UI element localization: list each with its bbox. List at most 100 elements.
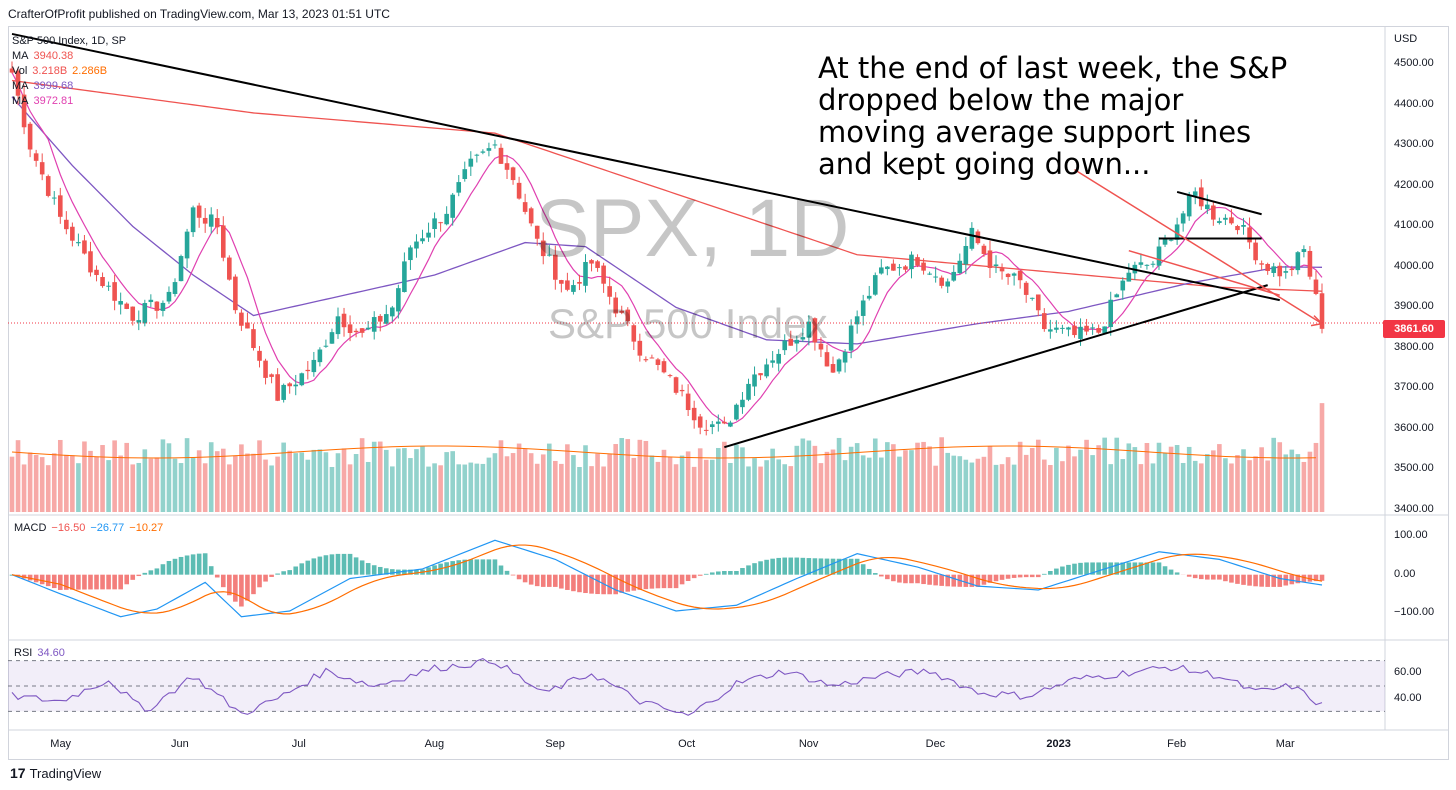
macd-histogram-bar — [39, 574, 45, 585]
candle-body — [1319, 293, 1325, 329]
trendline-resistance — [11, 32, 1280, 302]
macd-histogram-bar — [1283, 574, 1289, 586]
candle-body — [1144, 264, 1150, 266]
macd-histogram-bar — [679, 574, 685, 585]
macd-histogram-bar — [685, 574, 691, 581]
legend-ma3-value: 3972.81 — [33, 95, 74, 107]
volume-bar — [1204, 454, 1210, 512]
tradingview-logo[interactable]: 17 TradingView — [10, 765, 101, 781]
macd-histogram-bar — [891, 574, 896, 582]
macd-histogram-bar — [239, 574, 244, 607]
volume-bar — [420, 446, 425, 512]
volume-bar — [1198, 463, 1204, 512]
legend-ma1: MA 3940.38 — [12, 49, 126, 64]
candle-body — [854, 316, 860, 325]
volume-bar — [88, 450, 93, 512]
macd-histogram-bar — [993, 574, 999, 582]
candle-body — [21, 94, 27, 128]
macd-histogram-bar — [311, 558, 317, 575]
volume-bar — [281, 442, 286, 512]
macd-histogram-bar — [214, 574, 220, 578]
candle-body — [770, 360, 775, 363]
candle-body — [927, 273, 932, 275]
macd-histogram-bar — [504, 570, 510, 575]
macd-histogram-bar — [1048, 571, 1053, 575]
macd-legend: MACD −16.50 −26.77 −10.27 — [14, 521, 168, 536]
volume-bar — [866, 457, 872, 512]
volume-bar — [812, 445, 818, 512]
macd-histogram-bar — [1277, 574, 1283, 587]
candle-body — [752, 374, 757, 387]
macd-histogram-bar — [933, 574, 938, 586]
candle-body — [1120, 280, 1126, 291]
candle-body — [939, 277, 944, 286]
candle-body — [661, 361, 667, 373]
macd-histogram-bar — [1253, 574, 1258, 587]
volume-bar — [1132, 447, 1138, 512]
candle-body — [945, 281, 951, 287]
macd-histogram-bar — [776, 557, 781, 575]
rsi-tick: 60.00 — [1394, 666, 1422, 679]
candle-body — [776, 353, 781, 364]
macd-histogram-bar — [269, 574, 274, 577]
volume-bar — [214, 451, 220, 512]
macd-histogram-bar — [921, 574, 926, 585]
candle-body — [323, 345, 329, 347]
candle-body — [420, 238, 425, 242]
candle-body — [100, 277, 105, 287]
candle-body — [1096, 328, 1101, 333]
volume-bar — [245, 453, 250, 512]
macd-histogram-bar — [836, 558, 842, 575]
candle-body — [190, 207, 196, 233]
volume-bar — [1060, 461, 1065, 512]
macd-histogram-bar — [1060, 566, 1065, 575]
volume-bar — [1078, 449, 1083, 512]
candle-body — [178, 256, 184, 282]
volume-bar — [1295, 454, 1301, 512]
candle-body — [76, 242, 81, 244]
candle-body — [414, 241, 419, 249]
volume-bar — [637, 439, 643, 512]
volume-bar — [426, 466, 431, 512]
volume-bar — [613, 444, 618, 512]
candle-body — [1253, 242, 1258, 261]
rsi-label: RSI — [14, 647, 33, 659]
volume-bar — [1126, 443, 1132, 512]
time-tick: Mar — [1275, 738, 1295, 750]
volume-bar — [1138, 464, 1144, 512]
candle-body — [860, 300, 866, 316]
volume-bar — [329, 466, 335, 512]
volume-bar — [311, 449, 317, 512]
macd-histogram-bar — [800, 557, 806, 575]
volume-bar — [559, 463, 564, 512]
candle-body — [559, 280, 564, 284]
annotation-arrow-head — [1310, 315, 1324, 327]
volume-bar — [589, 466, 594, 512]
candle-body — [329, 332, 335, 344]
macd-histogram-bar — [474, 559, 480, 575]
rsi-line — [11, 657, 1323, 716]
macd-label: MACD — [14, 522, 47, 534]
volume-bar — [136, 462, 142, 512]
volume-bar — [251, 453, 256, 512]
volume-bar — [432, 463, 437, 512]
time-tick: 2023 — [1046, 738, 1071, 750]
candle-body — [1271, 266, 1277, 273]
volume-bar — [293, 453, 299, 512]
macd-histogram-bar — [613, 574, 618, 595]
candle-body — [607, 286, 612, 297]
candle-body — [341, 313, 347, 328]
candle-body — [830, 364, 836, 373]
candle-body — [106, 285, 111, 287]
volume-bar — [1229, 463, 1234, 512]
volume-bar — [1174, 445, 1180, 512]
macd-histogram-bar — [534, 574, 540, 587]
candle-body — [444, 213, 449, 225]
candle-body — [697, 416, 703, 428]
volume-bar — [1108, 464, 1114, 512]
volume-bar — [1072, 456, 1077, 512]
volume-bar — [1277, 442, 1283, 512]
candle-body — [498, 147, 504, 164]
candle-body — [154, 301, 160, 311]
